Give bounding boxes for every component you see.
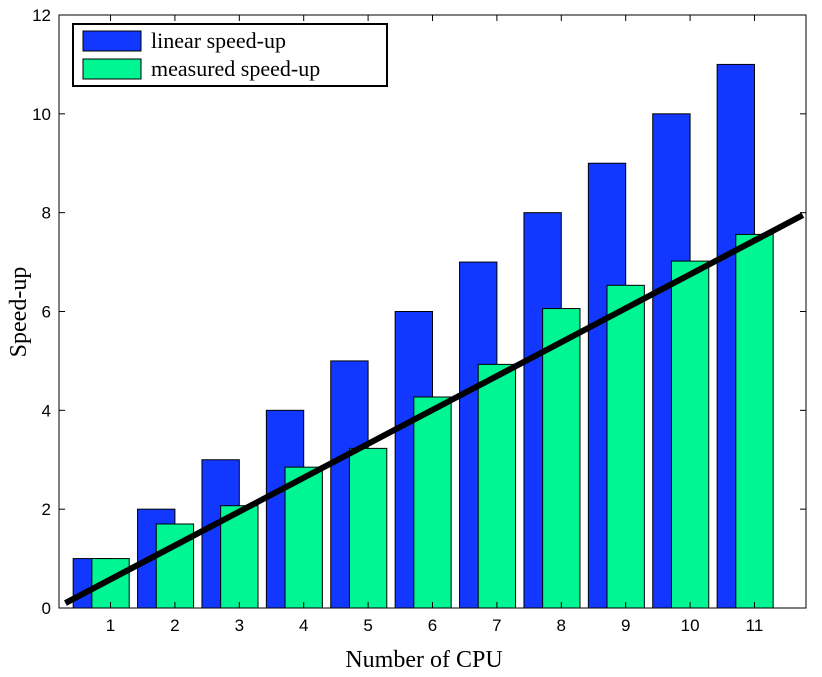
legend-swatch-measured: [82, 58, 142, 80]
x-tick-label-3: 3: [235, 616, 244, 635]
y-tick-label-2: 2: [42, 500, 51, 519]
legend-swatch-linear: [82, 30, 142, 52]
x-tick-label-9: 9: [621, 616, 630, 635]
legend: linear speed-up measured speed-up: [72, 23, 388, 87]
bar-measured-6: [413, 396, 452, 609]
y-tick-label-4: 4: [42, 401, 51, 420]
legend-label-measured: measured speed-up: [151, 56, 320, 81]
trend-line: [64, 212, 805, 606]
x-tick-label-11: 11: [746, 616, 764, 635]
bar-measured-11: [735, 233, 774, 609]
y-tick-label-6: 6: [42, 303, 51, 322]
bar-measured-5: [348, 447, 388, 609]
x-tick-label-8: 8: [557, 616, 566, 635]
trend-line-group: [64, 212, 805, 606]
bars-group: [72, 63, 774, 609]
x-axis-title: Number of CPU: [345, 647, 502, 673]
y-tick-label-12: 12: [32, 6, 51, 25]
y-axis-title: Speed-up: [6, 267, 32, 358]
x-tick-label-10: 10: [681, 616, 700, 635]
bar-measured-10: [670, 260, 710, 609]
x-tick-label-6: 6: [428, 616, 437, 635]
x-tick-label-1: 1: [106, 616, 115, 635]
y-tick-label-0: 0: [42, 599, 51, 618]
y-tick-label-8: 8: [42, 204, 51, 223]
bar-measured-4: [284, 466, 323, 609]
x-tick-label-2: 2: [170, 616, 179, 635]
bar-measured-8: [542, 308, 581, 609]
y-tick-label-10: 10: [32, 105, 51, 124]
bar-measured-7: [477, 363, 517, 609]
bar-measured-9: [606, 284, 645, 609]
legend-label-linear: linear speed-up: [151, 28, 286, 53]
x-tick-label-4: 4: [299, 616, 308, 635]
x-tick-label-5: 5: [363, 616, 372, 635]
x-tick-label-7: 7: [492, 616, 501, 635]
